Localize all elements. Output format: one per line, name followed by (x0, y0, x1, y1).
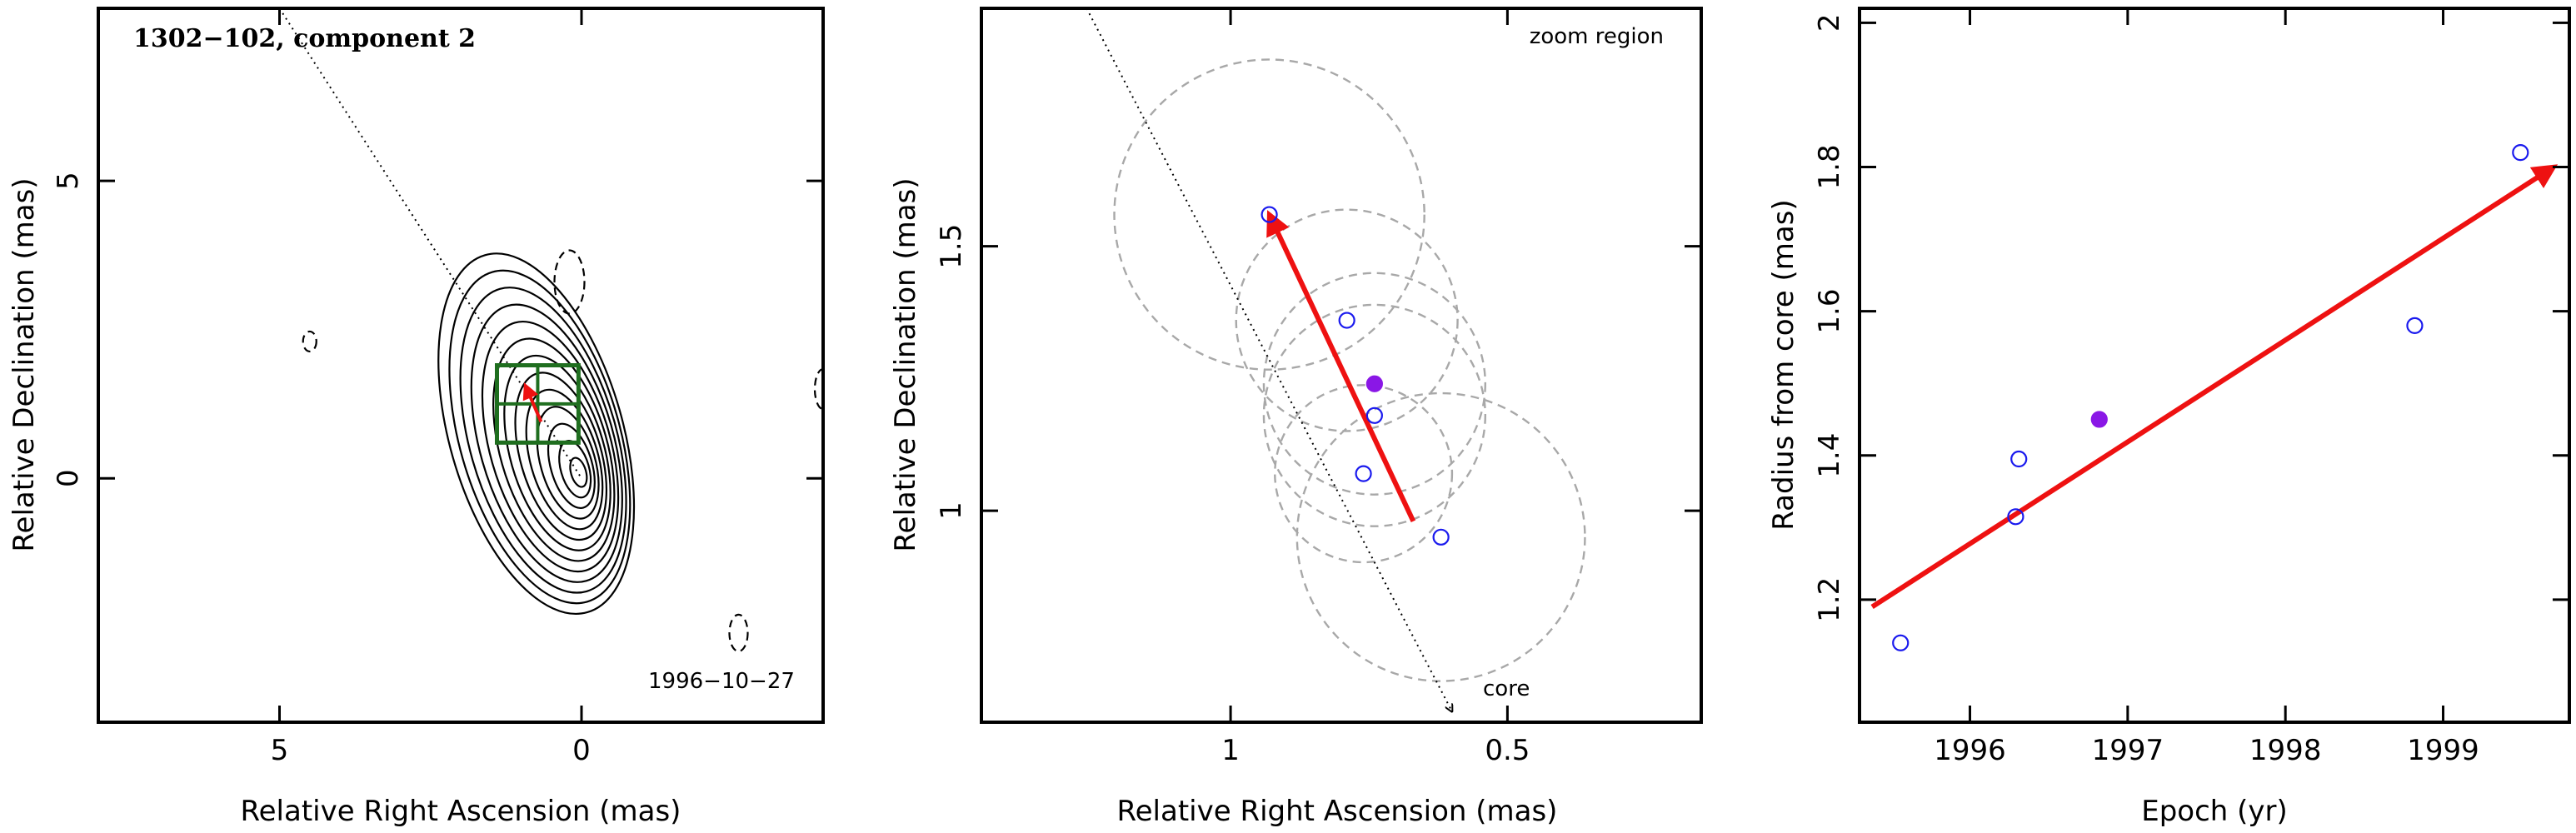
motion-arrow (1266, 210, 1416, 523)
contour-level (459, 287, 627, 594)
contour-level (437, 252, 636, 615)
x-tick-label: 0.5 (1485, 734, 1530, 767)
x-tick-label: 1997 (2092, 734, 2164, 767)
core-label: core (1483, 676, 1530, 701)
x-tick-label: 1998 (2249, 734, 2322, 767)
panel1-frame (97, 7, 825, 724)
x-tick-label: 1999 (2407, 734, 2479, 767)
contour-level (525, 388, 604, 531)
panel3-y-axis-label: Radius from core (mas) (1767, 199, 1800, 530)
contour-level (481, 320, 620, 573)
y-tick-label: 1.5 (935, 224, 968, 269)
y-tick-label: 1.4 (1813, 433, 1846, 478)
data-point (2007, 508, 2024, 526)
map-overlays (278, 8, 582, 479)
contour-level (503, 354, 612, 551)
component-position-filled (1365, 375, 1383, 392)
data-point-filled (2090, 411, 2108, 428)
panel2-ticks: 1 0.5 1 1.5 (935, 8, 1701, 767)
y-tick-label: 1.2 (1813, 577, 1846, 622)
contour-level (448, 269, 632, 605)
jet-direction-line (1086, 8, 1452, 711)
data-point (2512, 144, 2529, 162)
y-tick-label: 1.8 (1813, 144, 1846, 189)
error-circle (1235, 208, 1459, 432)
panel2-y-axis-label: Relative Declination (mas) (889, 177, 922, 551)
component-position (1365, 407, 1383, 424)
panel1-x-axis-label: Relative Right Ascension (mas) (241, 795, 681, 828)
contour-level (569, 456, 588, 488)
zoom-region-label: zoom region (1530, 24, 1664, 49)
component-position (1261, 206, 1278, 223)
y-tick-label: 1.6 (1813, 289, 1846, 334)
zoom-content (1086, 8, 1586, 711)
y-tick-label: 1 (935, 501, 968, 520)
panel2-frame (980, 7, 1703, 724)
negative-contour (553, 249, 586, 315)
panel-zoom-region: 1 0.5 1 1.5 zoom region core Relative Right… (889, 7, 1703, 828)
error-circle (1113, 58, 1425, 371)
panel1-ticks: 5 0 5 0 (52, 8, 823, 767)
panel3-ticks: 1996 1997 1998 1999 1.2 1.4 1.6 1.8 2 (1813, 8, 2569, 767)
contour-level (492, 337, 616, 562)
motion-arrow (522, 382, 543, 423)
panel3-x-axis-label: Epoch (yr) (2141, 795, 2288, 828)
x-tick-label: 5 (271, 734, 289, 767)
error-circle (1295, 392, 1586, 682)
panel-radius-vs-epoch: 1996 1997 1998 1999 1.2 1.4 1.6 1.8 2 Epoch (yr)… (1767, 7, 2571, 828)
y-tick-label: 0 (52, 469, 85, 487)
contour-level (547, 422, 596, 510)
panel2-x-axis-label: Relative Right Ascension (mas) (1117, 795, 1558, 828)
map-title: 1302−102, component 2 (133, 24, 476, 53)
x-tick-label: 1 (1221, 734, 1240, 767)
panel3-frame (1858, 7, 2571, 724)
component-position (1338, 312, 1355, 329)
radius-plot-content (1870, 144, 2559, 651)
x-tick-label: 1996 (1934, 734, 2006, 767)
error-circle (1262, 303, 1487, 527)
data-point (2010, 450, 2028, 468)
y-tick-label: 5 (52, 172, 85, 190)
contour-level (470, 303, 623, 583)
contour-level (536, 406, 600, 520)
panel-contour-map: 5 0 5 0 1302−102, component 2 1996−10−27 Re… (7, 7, 825, 828)
data-point (1892, 634, 1910, 651)
negative-contour (302, 330, 317, 353)
data-point (2406, 317, 2424, 334)
component-position (1355, 465, 1372, 482)
epoch-label: 1996−10−27 (648, 669, 795, 694)
fit-arrow (1870, 164, 2559, 610)
x-tick-label: 0 (572, 734, 591, 767)
negative-contour (728, 613, 749, 652)
error-circle (1262, 272, 1487, 496)
error-circle (1274, 384, 1454, 564)
y-tick-label: 2 (1813, 13, 1846, 32)
panel1-y-axis-label: Relative Declination (mas) (7, 177, 41, 551)
component-position (1432, 528, 1450, 546)
